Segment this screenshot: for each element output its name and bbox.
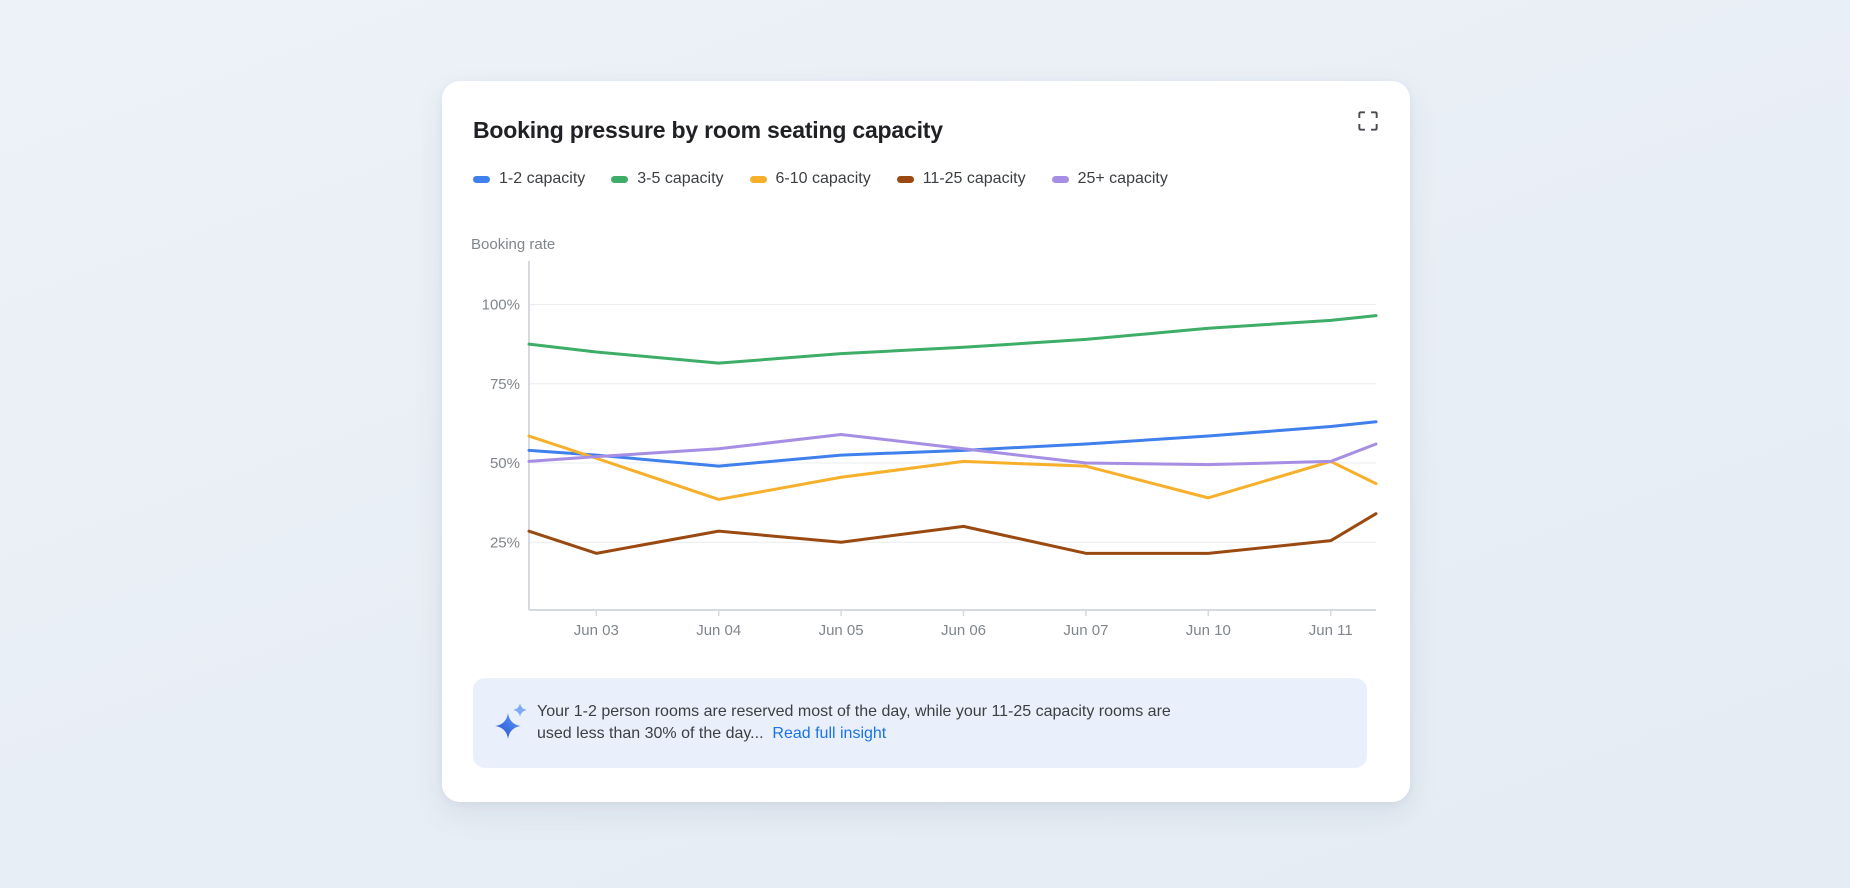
chart-card: Booking pressure by room seating capacit… bbox=[442, 81, 1410, 802]
x-tick-label: Jun 11 bbox=[1309, 622, 1353, 639]
y-tick-label: 100% bbox=[482, 297, 520, 314]
legend-label: 3-5 capacity bbox=[637, 170, 724, 187]
series-line-11-25-capacity bbox=[527, 512, 1378, 555]
legend-label: 11-25 capacity bbox=[922, 170, 1026, 187]
expand-button[interactable] bbox=[1352, 105, 1384, 137]
chart-legend: 1-2 capacity 3-5 capacity 6-10 capacity 11-… bbox=[473, 168, 1168, 190]
line-chart: Jun 03 Jun 04 Jun 05 Jun 06 Jun 07 Jun 10 Jun … bbox=[471, 236, 1378, 639]
legend-item-3-5-capacity[interactable]: 3-5 capacity bbox=[611, 169, 724, 189]
insight-summary: Your 1-2 person rooms are reserved most … bbox=[537, 703, 1171, 742]
read-full-insight-link[interactable]: Read full insight bbox=[772, 725, 887, 742]
y-tick-label: 75% bbox=[490, 376, 520, 393]
series-line-25+-capacity bbox=[527, 432, 1378, 467]
legend-label: 25+ capacity bbox=[1077, 170, 1168, 187]
legend-swatch bbox=[611, 175, 629, 183]
legend-swatch bbox=[473, 175, 490, 183]
legend-label: 6-10 capacity bbox=[775, 170, 871, 187]
legend-swatch bbox=[1051, 175, 1069, 183]
x-tick-label: Jun 03 bbox=[574, 622, 619, 639]
insight-box: Your 1-2 person rooms are reserved most … bbox=[473, 678, 1367, 768]
sparkle-icon bbox=[495, 703, 527, 739]
fullscreen-icon bbox=[1358, 111, 1378, 131]
x-tick-label: Jun 06 bbox=[941, 622, 986, 639]
y-tick-label: 25% bbox=[490, 534, 520, 551]
legend-swatch bbox=[896, 175, 914, 183]
legend-item-6-10-capacity[interactable]: 6-10 capacity bbox=[749, 169, 871, 189]
y-tick-label: 50% bbox=[490, 455, 520, 472]
x-tick-label: Jun 10 bbox=[1186, 622, 1231, 639]
legend-label: 1-2 capacity bbox=[499, 170, 586, 187]
legend-item-25+-capacity[interactable]: 25+ capacity bbox=[1051, 169, 1168, 189]
x-tick-label: Jun 07 bbox=[1063, 622, 1108, 639]
legend-item-1-2-capacity[interactable]: 1-2 capacity bbox=[473, 169, 585, 189]
y-axis-title: Booking rate bbox=[471, 236, 555, 253]
x-tick-label: Jun 04 bbox=[696, 622, 741, 639]
legend-swatch bbox=[749, 175, 767, 183]
series-line-1-2-capacity bbox=[527, 420, 1378, 468]
insight-text: Your 1-2 person rooms are reserved most … bbox=[537, 701, 1177, 745]
card-title: Booking pressure by room seating capacit… bbox=[473, 117, 943, 143]
x-tick-label: Jun 05 bbox=[819, 622, 864, 639]
legend-item-11-25-capacity[interactable]: 11-25 capacity bbox=[896, 169, 1026, 189]
series-line-3-5-capacity bbox=[527, 314, 1378, 365]
series-line-6-10-capacity bbox=[527, 434, 1378, 501]
